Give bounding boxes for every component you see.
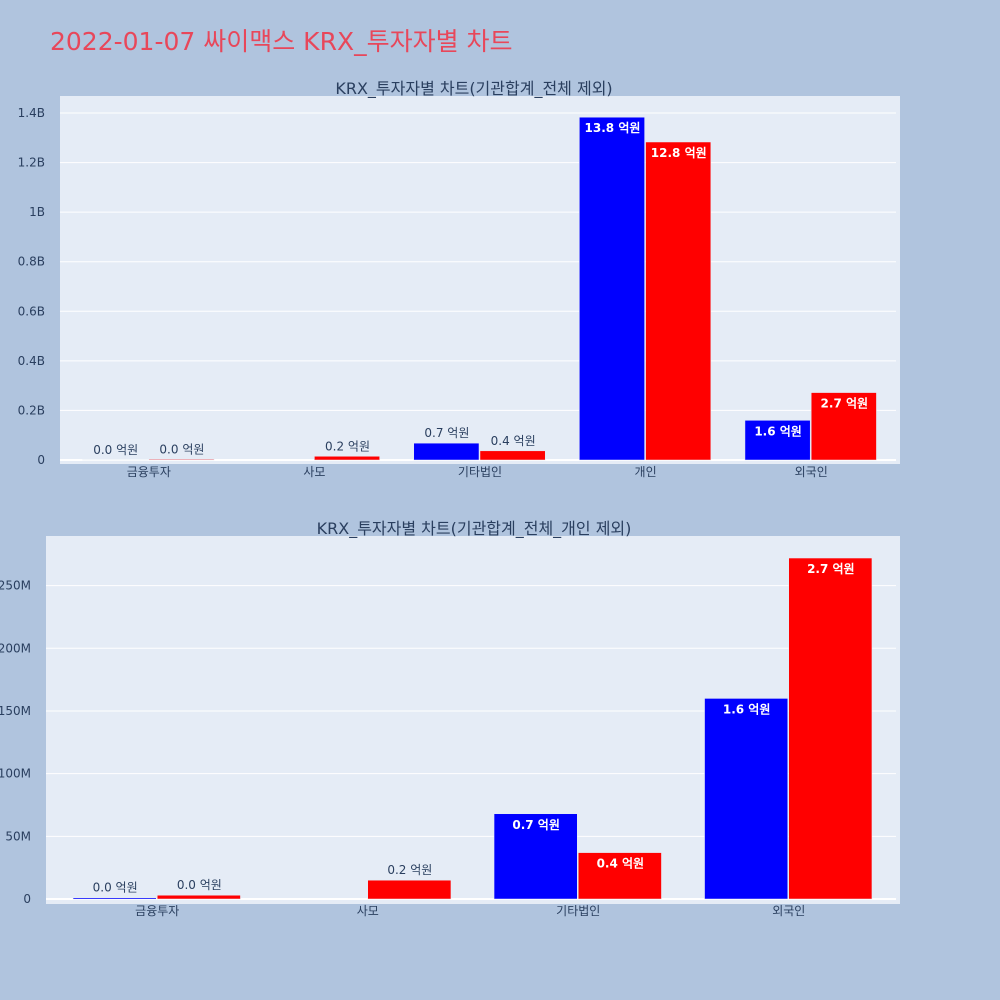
data-label: 0.2 억원 (387, 863, 432, 877)
data-label: 1.6 억원 (723, 702, 771, 716)
x-tick-label: 개인 (635, 465, 657, 479)
data-label: 2.7 억원 (821, 397, 869, 411)
bar (157, 894, 241, 900)
x-tick-label: 기타법인 (458, 465, 502, 479)
data-label: 0.4 억원 (597, 857, 645, 871)
y-tick-label: 250M (0, 579, 31, 593)
x-tick-label: 금융투자 (127, 465, 171, 479)
bar (788, 557, 873, 900)
bar (367, 879, 452, 900)
page-title: 2022-01-07 싸이맥스 KRX_투자자별 차트 (50, 27, 513, 56)
y-tick-label: 200M (0, 641, 31, 655)
y-tick-label: 50M (5, 829, 31, 843)
y-tick-label: 0 (23, 892, 31, 906)
data-label: 12.8 억원 (651, 146, 707, 160)
y-tick-label: 0.2B (18, 403, 45, 417)
bar (148, 459, 215, 461)
bar (810, 392, 877, 461)
y-tick-label: 100M (0, 767, 31, 781)
bar (72, 897, 157, 900)
x-tick-label: 금융투자 (135, 904, 179, 918)
data-label: 1.6 억원 (754, 424, 802, 438)
data-label: 0.4 억원 (491, 434, 536, 448)
x-tick-label: 기타법인 (556, 904, 600, 918)
data-label: 0.0 억원 (177, 878, 222, 892)
chart-title: KRX_투자자별 차트(기관합계_전체 제외) (335, 79, 612, 99)
y-tick-label: 150M (0, 704, 31, 718)
bar (645, 141, 712, 461)
bar (704, 698, 788, 900)
data-label: 0.2 억원 (325, 439, 370, 453)
bar (493, 813, 578, 900)
data-label: 0.0 억원 (93, 443, 138, 457)
y-tick-label: 0 (37, 453, 45, 467)
data-label: 2.7 억원 (807, 562, 855, 576)
y-tick-label: 1.2B (18, 156, 45, 170)
y-tick-label: 1B (29, 205, 45, 219)
y-tick-label: 0.8B (18, 255, 45, 269)
chart-title: KRX_투자자별 차트(기관합계_전체_개인 제외) (317, 519, 632, 539)
y-tick-label: 1.4B (18, 106, 45, 120)
x-tick-label: 사모 (357, 904, 379, 918)
bar (314, 456, 380, 461)
data-label: 0.7 억원 (512, 818, 560, 832)
plot-area (60, 96, 900, 464)
data-label: 0.7 억원 (424, 426, 469, 440)
data-label: 0.0 억원 (159, 442, 204, 456)
y-tick-label: 0.4B (18, 354, 45, 368)
bar (479, 450, 546, 461)
x-tick-label: 사모 (303, 465, 325, 479)
bar (744, 420, 811, 461)
bar (579, 116, 645, 461)
bar (413, 442, 480, 461)
x-tick-label: 외국인 (795, 465, 828, 479)
data-label: 13.8 억원 (585, 121, 641, 135)
data-label: 0.0 억원 (93, 881, 138, 895)
x-tick-label: 외국인 (772, 904, 805, 918)
y-tick-label: 0.6B (18, 304, 45, 318)
bar (578, 852, 662, 900)
